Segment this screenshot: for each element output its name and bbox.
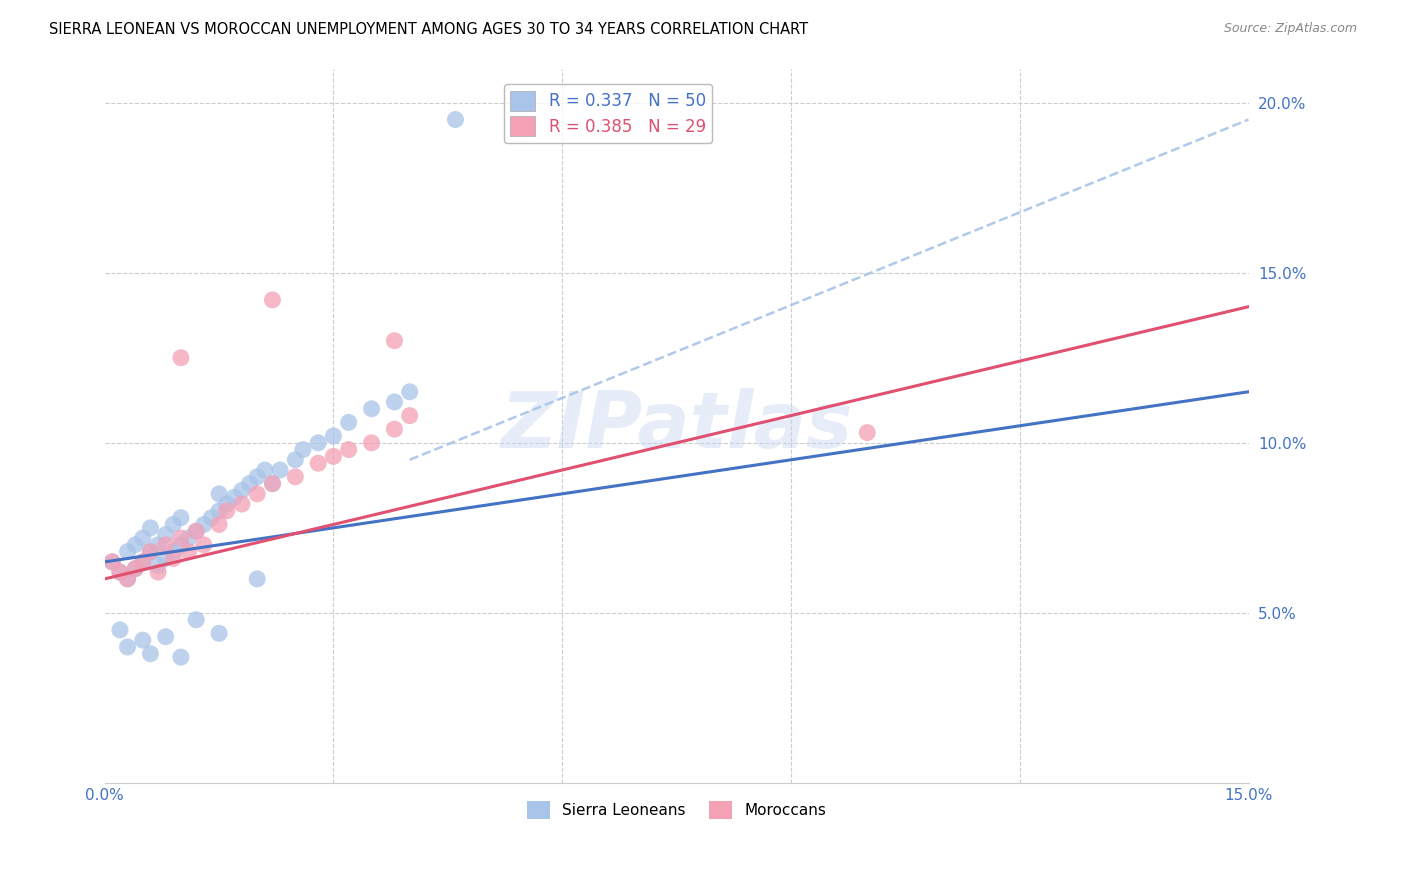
Point: [101, 555, 124, 569]
Point: [146, 558, 169, 573]
Point: [253, 463, 276, 477]
Point: [193, 517, 215, 532]
Point: [208, 517, 231, 532]
Point: [108, 623, 131, 637]
Text: Source: ZipAtlas.com: Source: ZipAtlas.com: [1223, 22, 1357, 36]
Point: [337, 442, 360, 457]
Point: [177, 544, 200, 558]
Point: [155, 630, 177, 644]
Point: [186, 524, 208, 539]
Point: [284, 452, 307, 467]
Point: [139, 647, 162, 661]
Point: [246, 487, 269, 501]
Point: [170, 510, 193, 524]
Point: [398, 384, 420, 399]
Point: [360, 401, 382, 416]
Point: [108, 565, 131, 579]
Point: [132, 531, 155, 545]
Point: [124, 562, 146, 576]
Point: [139, 544, 162, 558]
Point: [360, 435, 382, 450]
Point: [284, 470, 307, 484]
Point: [186, 524, 208, 539]
Point: [155, 551, 177, 566]
Point: [124, 538, 146, 552]
Point: [170, 351, 193, 365]
Point: [101, 555, 124, 569]
Point: [231, 483, 253, 498]
Point: [208, 487, 231, 501]
Point: [444, 112, 467, 127]
Point: [117, 572, 139, 586]
Point: [155, 538, 177, 552]
Point: [186, 613, 208, 627]
Point: [337, 416, 360, 430]
Point: [307, 456, 329, 470]
Point: [146, 538, 169, 552]
Point: [117, 572, 139, 586]
Point: [139, 544, 162, 558]
Point: [162, 544, 184, 558]
Point: [322, 450, 344, 464]
Point: [384, 395, 406, 409]
Point: [384, 422, 406, 436]
Point: [155, 527, 177, 541]
Point: [262, 476, 284, 491]
Point: [200, 510, 222, 524]
Point: [124, 562, 146, 576]
Point: [170, 531, 193, 545]
Point: [170, 650, 193, 665]
Point: [208, 504, 231, 518]
Point: [170, 538, 193, 552]
Point: [177, 531, 200, 545]
Point: [215, 497, 238, 511]
Text: ZIPatlas: ZIPatlas: [501, 388, 852, 464]
Point: [117, 640, 139, 654]
Legend: Sierra Leoneans, Moroccans: Sierra Leoneans, Moroccans: [522, 795, 832, 825]
Point: [139, 521, 162, 535]
Point: [132, 555, 155, 569]
Point: [117, 544, 139, 558]
Text: SIERRA LEONEAN VS MOROCCAN UNEMPLOYMENT AMONG AGES 30 TO 34 YEARS CORRELATION CH: SIERRA LEONEAN VS MOROCCAN UNEMPLOYMENT …: [49, 22, 808, 37]
Point: [269, 463, 291, 477]
Point: [398, 409, 420, 423]
Point: [146, 565, 169, 579]
Point: [238, 476, 260, 491]
Point: [108, 565, 131, 579]
Point: [231, 497, 253, 511]
Point: [246, 470, 269, 484]
Point: [215, 504, 238, 518]
Point: [193, 538, 215, 552]
Point: [322, 429, 344, 443]
Point: [291, 442, 314, 457]
Point: [246, 572, 269, 586]
Point: [162, 551, 184, 566]
Point: [224, 490, 246, 504]
Point: [132, 555, 155, 569]
Point: [162, 517, 184, 532]
Point: [384, 334, 406, 348]
Point: [208, 626, 231, 640]
Point: [132, 633, 155, 648]
Point: [307, 435, 329, 450]
Point: [262, 293, 284, 307]
Point: [856, 425, 879, 440]
Point: [262, 476, 284, 491]
